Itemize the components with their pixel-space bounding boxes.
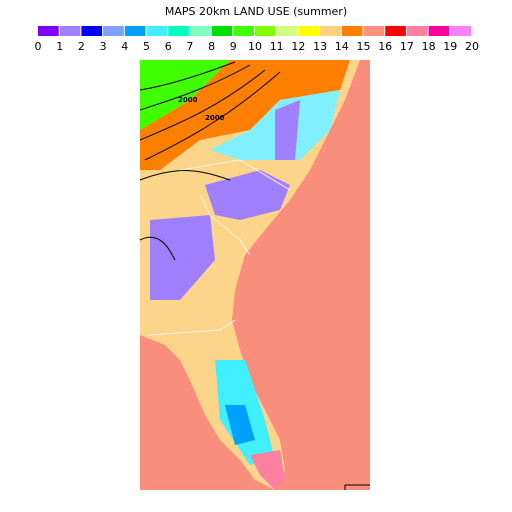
legend-swatch — [233, 26, 254, 36]
legend-label: 10 — [248, 40, 262, 53]
title: MAPS 20km LAND USE (summer) — [165, 5, 347, 18]
land-purple — [150, 215, 215, 300]
legend-swatch — [103, 26, 124, 36]
legend-swatch — [59, 26, 81, 36]
legend-swatch — [320, 26, 341, 36]
legend-label: 15 — [357, 40, 371, 53]
borders — [149, 159, 291, 336]
contour-label: 2000 — [205, 114, 225, 122]
legend-label: 4 — [121, 40, 128, 53]
legend-label: 20 — [465, 40, 479, 53]
legend-swatch — [428, 26, 450, 36]
legend-swatch — [124, 26, 146, 36]
land-purple — [205, 170, 290, 220]
legend-label: 18 — [422, 40, 436, 53]
legend-label: 1 — [56, 40, 63, 53]
land-blue — [225, 405, 255, 445]
legend-label: 13 — [313, 40, 327, 53]
land-pink — [250, 450, 285, 490]
map: 2000 2000 — [139, 60, 370, 490]
legend-swatch — [276, 26, 298, 36]
legend-swatch — [38, 26, 59, 36]
legend-swatch — [211, 26, 233, 36]
legend-swatch — [406, 26, 428, 36]
legend-label: 2 — [78, 40, 85, 53]
legend-label: 17 — [400, 40, 414, 53]
legend-label: 7 — [186, 40, 193, 53]
contours — [139, 61, 370, 490]
legend-swatch — [363, 26, 385, 36]
land-purple — [275, 100, 300, 160]
contour-label: 2000 — [178, 96, 198, 104]
legend-swatch — [385, 26, 406, 36]
legend-label: 5 — [143, 40, 150, 53]
legend-swatch — [450, 26, 471, 36]
legend-label: 16 — [378, 40, 392, 53]
legend-label: 19 — [443, 40, 457, 53]
legend-label: 9 — [230, 40, 237, 53]
legend-swatch — [168, 26, 189, 36]
legend-label: 6 — [165, 40, 172, 53]
legend-label: 8 — [208, 40, 215, 53]
legend-swatch — [189, 26, 211, 36]
legend-swatch — [146, 26, 168, 36]
legend-swatch — [81, 26, 103, 36]
legend-label: 11 — [270, 40, 284, 53]
legend-label: 14 — [335, 40, 349, 53]
legend-swatch — [298, 26, 320, 36]
legend-swatch — [255, 26, 276, 36]
legend-label: 12 — [291, 40, 305, 53]
legend: 0 1 2 3 4 5 6 7 8 9 10 11 12 13 14 15 16 17 18 19 20 — [35, 26, 479, 53]
legend-swatch — [341, 26, 363, 36]
legend-label: 3 — [100, 40, 107, 53]
legend-label: 0 — [35, 40, 42, 53]
land-orange — [140, 60, 350, 170]
